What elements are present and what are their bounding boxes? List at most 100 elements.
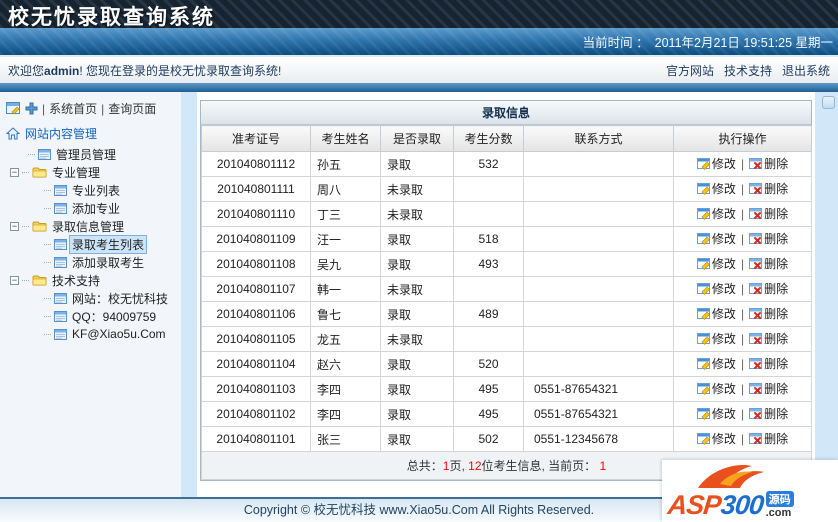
cell-score: 495	[453, 376, 524, 402]
edit-button[interactable]: 修改	[696, 430, 736, 447]
delete-button[interactable]: 删除	[749, 205, 788, 222]
delete-button[interactable]: 删除	[749, 330, 788, 347]
edit-label: 修改	[711, 207, 736, 222]
tree-root[interactable]: 网站内容管理	[4, 123, 179, 145]
collapse-icon[interactable]: −	[10, 274, 19, 285]
cell-actions: 修改 | 删除	[673, 201, 812, 227]
scrollbar-button[interactable]	[822, 96, 835, 109]
table-row: 201040801111 周八 未录取 修改 | 删除	[201, 176, 812, 202]
edit-button[interactable]: 修改	[696, 205, 736, 222]
edit-button[interactable]: 修改	[696, 380, 736, 397]
summary-total-label: 总共：	[406, 459, 443, 473]
edit-button[interactable]: 修改	[696, 305, 736, 322]
cell-score	[453, 326, 524, 352]
quick-link[interactable]: 查询页面	[108, 102, 157, 116]
cell-student-name: 孙五	[310, 151, 381, 177]
tree-folder-item[interactable]: − 技术支持	[4, 271, 179, 289]
tree-folder-item[interactable]: − 录取信息管理	[4, 217, 179, 235]
tree-folder-item[interactable]: − 专业管理	[4, 163, 179, 181]
action-separator: |	[740, 231, 745, 246]
table-row: 201040801105 龙五 未录取 修改 | 删除	[201, 326, 812, 352]
tree-item-label[interactable]: 专业管理	[52, 165, 101, 180]
tree-item-label[interactable]: 专业列表	[72, 183, 121, 198]
tree-item-label[interactable]: 网站：校无忧科技	[72, 291, 169, 306]
tree-leaf-item[interactable]: 添加录取考生	[4, 253, 179, 271]
delete-button[interactable]: 删除	[749, 230, 788, 247]
tree-leaf-item[interactable]: 网站：校无忧科技	[4, 289, 179, 307]
tree-item-label[interactable]: 添加专业	[72, 201, 121, 216]
tree-item-label[interactable]: KF@Xiao5u.Com	[72, 327, 166, 341]
delete-icon	[749, 332, 763, 344]
delete-icon	[749, 407, 763, 419]
panel-edit-icon[interactable]	[6, 102, 21, 115]
table-row: 201040801107 韩一 未录取 修改 | 删除	[201, 276, 812, 302]
delete-button[interactable]: 删除	[749, 155, 788, 172]
edit-icon	[696, 157, 710, 170]
current-time-value: 2011年2月21日 19:51:25 星期一	[654, 36, 833, 50]
delete-icon	[749, 382, 763, 394]
tree-item-label[interactable]: 录取信息管理	[52, 219, 125, 234]
edit-button[interactable]: 修改	[696, 280, 736, 297]
action-separator: |	[740, 281, 745, 296]
cell-score: 489	[453, 301, 524, 327]
delete-label: 删除	[764, 157, 789, 172]
edit-label: 修改	[711, 182, 736, 197]
action-separator: |	[740, 406, 745, 421]
tree-leaf-item[interactable]: 添加专业	[4, 199, 179, 217]
tree-item-label[interactable]: QQ：94009759	[72, 309, 157, 324]
edit-button[interactable]: 修改	[696, 355, 736, 372]
delete-button[interactable]: 删除	[749, 180, 788, 197]
cell-admission-no: 201040801103	[201, 376, 311, 402]
delete-button[interactable]: 删除	[749, 380, 788, 397]
delete-label: 删除	[764, 382, 789, 397]
tree-leaf-item[interactable]: QQ：94009759	[4, 307, 179, 325]
edit-button[interactable]: 修改	[696, 155, 736, 172]
topbar-link[interactable]: 技术支持	[723, 63, 772, 78]
cell-actions: 修改 | 删除	[673, 276, 812, 302]
edit-button[interactable]: 修改	[696, 330, 736, 347]
tree-item-label[interactable]: 技术支持	[52, 273, 101, 288]
tree-item-label[interactable]: 录取考生列表	[68, 234, 148, 254]
topbar-link[interactable]: 官方网站	[665, 63, 714, 78]
table-row: 201040801102 李四 录取 495 0551-87654321 修改 …	[201, 401, 812, 427]
collapse-icon[interactable]: −	[10, 220, 19, 231]
welcome-suffix: ! 您现在登录的是校无忧录取查询系统!	[79, 63, 282, 78]
delete-icon	[749, 232, 763, 244]
quick-link-separator: |	[42, 101, 46, 116]
column-header: 考生姓名	[310, 125, 381, 152]
tree-leaf-item[interactable]: 专业列表	[4, 181, 179, 199]
delete-button[interactable]: 删除	[749, 305, 788, 322]
cell-student-name: 韩一	[310, 276, 381, 302]
summary-page-count: 1	[442, 459, 450, 473]
edit-label: 修改	[711, 432, 736, 447]
tree-leaf-item[interactable]: 管理员管理	[4, 145, 179, 163]
edit-button[interactable]: 修改	[696, 405, 736, 422]
add-module-icon[interactable]	[25, 102, 38, 115]
welcome-username: admin	[44, 63, 80, 78]
document-icon	[54, 256, 67, 268]
stripe-decoration	[0, 28, 838, 55]
delete-button[interactable]: 删除	[749, 430, 788, 447]
cell-admitted-status: 未录取	[380, 201, 454, 227]
asp300-logo-text: ASP 300 源码 .com	[666, 490, 794, 520]
topbar-link[interactable]: 退出系统	[781, 63, 830, 78]
tree-leaf-item[interactable]: KF@Xiao5u.Com	[4, 325, 179, 343]
delete-button[interactable]: 删除	[749, 280, 788, 297]
edit-button[interactable]: 修改	[696, 180, 736, 197]
edit-button[interactable]: 修改	[696, 255, 736, 272]
cell-admission-no: 201040801112	[201, 151, 311, 177]
summary-record-unit: 位考生信息, 当前页：	[481, 459, 597, 473]
delete-button[interactable]: 删除	[749, 255, 788, 272]
collapse-icon[interactable]: −	[10, 166, 19, 177]
delete-icon	[749, 432, 763, 444]
delete-button[interactable]: 删除	[749, 405, 788, 422]
tree-leaf-item[interactable]: 录取考生列表	[4, 234, 179, 254]
edit-button[interactable]: 修改	[696, 230, 736, 247]
app-header: 校无忧录取查询系统	[0, 0, 838, 29]
tree-item-label[interactable]: 管理员管理	[56, 147, 117, 162]
cell-admission-no: 201040801110	[201, 201, 311, 227]
delete-button[interactable]: 删除	[749, 355, 788, 372]
quick-link[interactable]: 系统首页	[49, 102, 98, 116]
tree-item-label[interactable]: 添加录取考生	[72, 255, 145, 270]
